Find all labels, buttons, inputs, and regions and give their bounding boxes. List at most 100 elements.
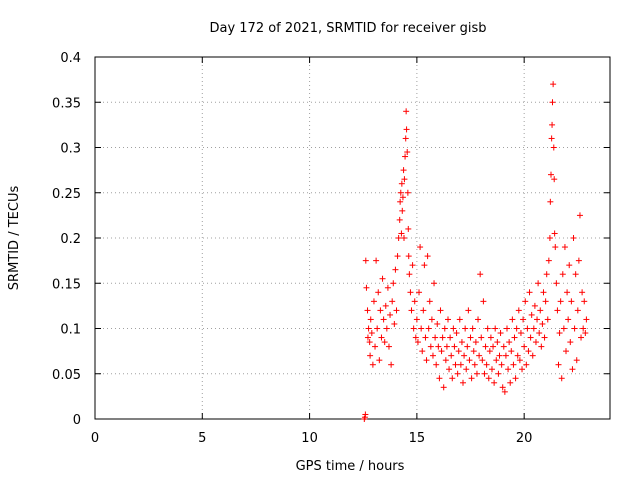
data-point [369,361,376,368]
data-point [497,330,504,337]
data-point [402,135,409,142]
data-point [498,361,505,368]
data-point [400,167,407,174]
data-point [553,280,560,287]
data-point [366,339,373,346]
data-point [481,370,488,377]
data-point [487,334,494,341]
data-point [428,316,435,323]
data-point [549,121,556,128]
data-point [455,348,462,355]
data-point [422,334,429,341]
data-point [528,311,535,318]
data-point [405,253,412,260]
x-tick-label: 5 [198,431,206,446]
data-point [364,334,371,341]
data-point [578,334,585,341]
data-point [546,235,553,241]
data-point [532,339,539,346]
data-point [403,108,410,115]
data-point [465,307,472,314]
data-point [454,370,461,377]
data-point [529,352,536,359]
data-point [583,316,590,323]
data-point [414,339,421,346]
data-point [540,289,547,296]
data-point [478,334,485,341]
data-point [493,357,500,364]
data-point [394,253,401,260]
data-point [491,379,498,386]
data-point [397,198,404,205]
data-point [573,357,580,364]
data-point [483,361,490,368]
data-point [522,298,529,305]
data-point [554,307,561,314]
y-tick-label: 0 [73,413,81,428]
data-point [450,325,457,332]
x-tick-labels: 0 5 10 15 20 [91,431,533,446]
data-point [375,289,382,296]
data-point [581,298,588,305]
data-point [440,384,447,391]
data-point [420,307,427,314]
data-point [565,316,572,323]
y-tick-label: 0.05 [52,368,81,383]
data-point [457,361,464,368]
data-point [419,348,426,355]
data-point [425,325,432,332]
data-point [544,316,551,323]
data-point [535,280,542,287]
data-point [515,307,522,314]
x-tick-label: 20 [516,431,533,446]
data-point [448,352,455,359]
plot-border [94,56,611,420]
data-point [530,325,537,332]
data-point [443,343,450,350]
data-point [392,266,399,273]
data-point [377,307,384,314]
data-point [441,325,448,332]
data-point [434,320,441,327]
data-point [510,361,517,368]
data-point [431,280,438,287]
grid-lines [95,57,610,419]
data-point [568,298,575,305]
data-point [513,325,520,332]
data-point [555,361,562,368]
data-point [548,135,555,142]
data-point [446,366,453,373]
data-point [372,343,379,350]
data-point [417,244,424,251]
data-point [451,343,458,350]
data-point [471,361,478,368]
data-point [531,302,538,309]
data-point [458,339,465,346]
data-point [362,411,369,418]
data-point [411,298,418,305]
data-point [461,352,468,359]
data-point [473,370,480,377]
data-point [437,307,444,314]
data-point [383,325,390,332]
data-point [401,176,408,183]
data-point [396,216,403,223]
data-point [413,316,420,323]
data-point [517,330,524,337]
data-point [502,352,509,359]
data-point [364,307,371,314]
data-point [391,320,398,327]
data-point [365,325,372,332]
data-point [490,343,497,350]
data-point [398,180,405,187]
y-tick-label: 0.3 [60,142,81,157]
data-point [484,325,491,332]
data-point [410,325,417,332]
data-point [520,316,527,323]
data-point [453,330,460,337]
data-point [401,235,407,241]
data-point [527,334,534,341]
data-point [582,330,589,337]
data-point [512,375,519,382]
